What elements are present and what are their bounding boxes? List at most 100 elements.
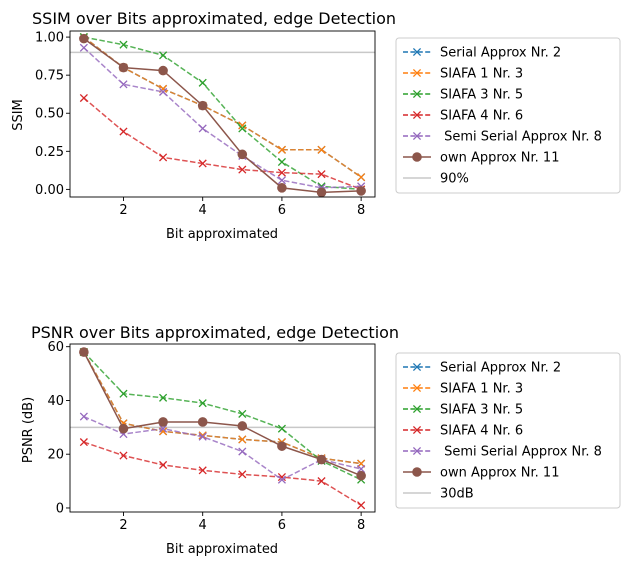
ssim-series-5-point-2 [158,65,168,76]
psnr-legend-label-6: 30dB [440,487,474,502]
ssim-series-3-line [83,97,362,191]
ssim-y-tick-label-2: 0.50 [35,107,64,122]
ssim-series-1-point-4 [238,121,247,130]
ssim-x-axis-label: Bit approximated [166,227,278,242]
psnr-series-3-point-2 [159,460,168,470]
ssim-y-tick-label-4: 1.00 [35,31,64,46]
ssim-series-5-point-0 [79,33,89,44]
ssim-series-4-point-5 [277,176,286,185]
ssim-plot-area: 2 4 6 8 0.00 0.25 0.50 0.75 1.00 [35,30,376,218]
psnr-legend-label-0: Serial Approx Nr. 2 [440,361,561,376]
psnr-y-tick-label-1: 20 [47,448,64,463]
ssim-legend-marker-5 [412,152,422,162]
ssim-legend-label-4: Semi Serial Approx Nr. 8 [440,130,602,145]
psnr-series-3-point-1-stroke-b [119,451,128,460]
ssim-legend-marker-1-stroke-b [412,68,422,78]
ssim-series-4-point-0 [79,43,88,52]
ssim-series-3-point-2-stroke-b [159,153,168,162]
ssim-legend-label-0: Serial Approx Nr. 2 [440,46,561,61]
ssim-legend-label-6: 90% [440,172,469,187]
ssim-series-5-point-7 [356,186,366,196]
psnr-series-3-point-3-stroke-b [198,466,207,475]
ssim-series-3-point-4-stroke-b [238,165,247,174]
psnr-series-4-point-2-stroke-b [159,424,168,433]
ssim-series-2-point-3 [198,78,207,87]
ssim-panel: SSIM over Bits approximated, edge Detect… [11,9,621,242]
psnr-series-4-line [83,415,362,481]
psnr-series-5-point-2 [158,417,168,427]
psnr-legend-marker-3 [412,425,422,435]
psnr-series-3-point-4-stroke-b [238,470,247,479]
ssim-series-3-point-5-stroke-b [277,168,286,177]
psnr-legend-label-5: own Approx Nr. 11 [440,466,559,481]
psnr-series-4-point-7-stroke-b [357,464,366,474]
ssim-legend-marker-3 [412,110,422,120]
psnr-series-3-point-7 [357,501,366,510]
psnr-series-3-point-1 [119,451,128,460]
ssim-series-2-point-5 [277,157,286,167]
psnr-series-4-point-0-stroke-b [79,412,88,421]
psnr-series-5-point-3 [197,417,208,427]
ssim-series-1-point-5-stroke-b [277,145,286,154]
psnr-series-2-point-2 [159,393,168,402]
psnr-series-5-point-0 [79,347,89,357]
ssim-series-1-point-7 [357,173,366,182]
ssim-chart-title: SSIM over Bits approximated, edge Detect… [32,9,396,28]
psnr-legend-marker-4 [412,446,422,456]
psnr-axes-frame [69,343,376,513]
psnr-series-5-point-4 [237,421,248,431]
psnr-series-4-point-2 [159,424,168,433]
ssim-legend-label-2: SIAFA 3 Nr. 5 [440,88,523,103]
psnr-series-3-point-5-stroke-b [277,472,286,482]
psnr-x-tick-label-3: 8 [357,518,365,533]
ssim-legend-marker-0-stroke-b [412,47,422,57]
ssim-legend-marker-4 [412,131,422,141]
ssim-legend-frame [395,37,621,194]
ssim-series-1-line [83,36,362,178]
ssim-series-4-line [83,47,362,189]
ssim-series-2-point-2-stroke-b [159,51,168,60]
ssim-legend-marker-2-stroke-b [412,89,422,99]
ssim-axes-frame [69,30,376,198]
ssim-series-1-point-7-stroke-b [357,173,366,182]
ssim-series-4-point-0-stroke-b [79,43,88,52]
ssim-legend-marker-0 [412,47,422,57]
ssim-series-3-point-3 [198,159,207,168]
psnr-legend-label-1: SIAFA 1 Nr. 3 [440,382,523,397]
psnr-series-4-point-3 [198,432,207,441]
ssim-series-2-line [83,36,362,191]
ssim-legend-marker-1 [412,68,422,78]
ssim-series-2-point-4 [238,124,247,133]
psnr-series-3-point-7-stroke-b [357,501,366,510]
psnr-x-tick-label-1: 4 [199,518,207,533]
psnr-series-4-point-5-stroke-b [277,475,286,484]
ssim-series-2-point-2 [159,51,168,60]
ssim-x-tick-label-3: 8 [357,203,365,218]
psnr-x-tick-label-2: 6 [278,518,286,533]
ssim-series-3-point-6 [317,170,326,179]
ssim-legend-marker-3-stroke-b [412,110,422,120]
ssim-series-4-point-2-stroke-b [159,87,168,96]
ssim-series-4-point-3-stroke-b [198,124,207,133]
ssim-series-3-point-1-stroke-b [119,127,128,136]
ssim-legend-marker-4-stroke-b [412,131,422,141]
ssim-series-4-point-1 [119,80,128,89]
ssim-series-4-point-1-stroke-b [119,80,128,89]
psnr-series-2-point-1 [119,389,128,398]
ssim-series-1-point-6-stroke-b [317,145,326,154]
ssim-series-5-point-1 [118,62,129,73]
psnr-y-tick-label-0: 0 [56,501,64,516]
psnr-series-4-point-5 [277,475,286,484]
ssim-series-3-point-0 [79,93,88,103]
psnr-y-tick-label-3: 60 [47,340,64,355]
psnr-series-3-point-3 [198,466,207,475]
psnr-legend-marker-2-stroke-b [412,404,422,414]
psnr-series-5-point-1 [118,423,129,434]
psnr-series-4-point-3-stroke-b [198,432,207,441]
psnr-chart-title: PSNR over Bits approximated, edge Detect… [31,323,399,342]
psnr-series-1-point-2-stroke-b [159,427,168,436]
ssim-series-3-point-2 [159,153,168,162]
ssim-series-5-point-4 [237,149,248,160]
psnr-legend-label-3: SIAFA 4 Nr. 6 [440,424,523,439]
